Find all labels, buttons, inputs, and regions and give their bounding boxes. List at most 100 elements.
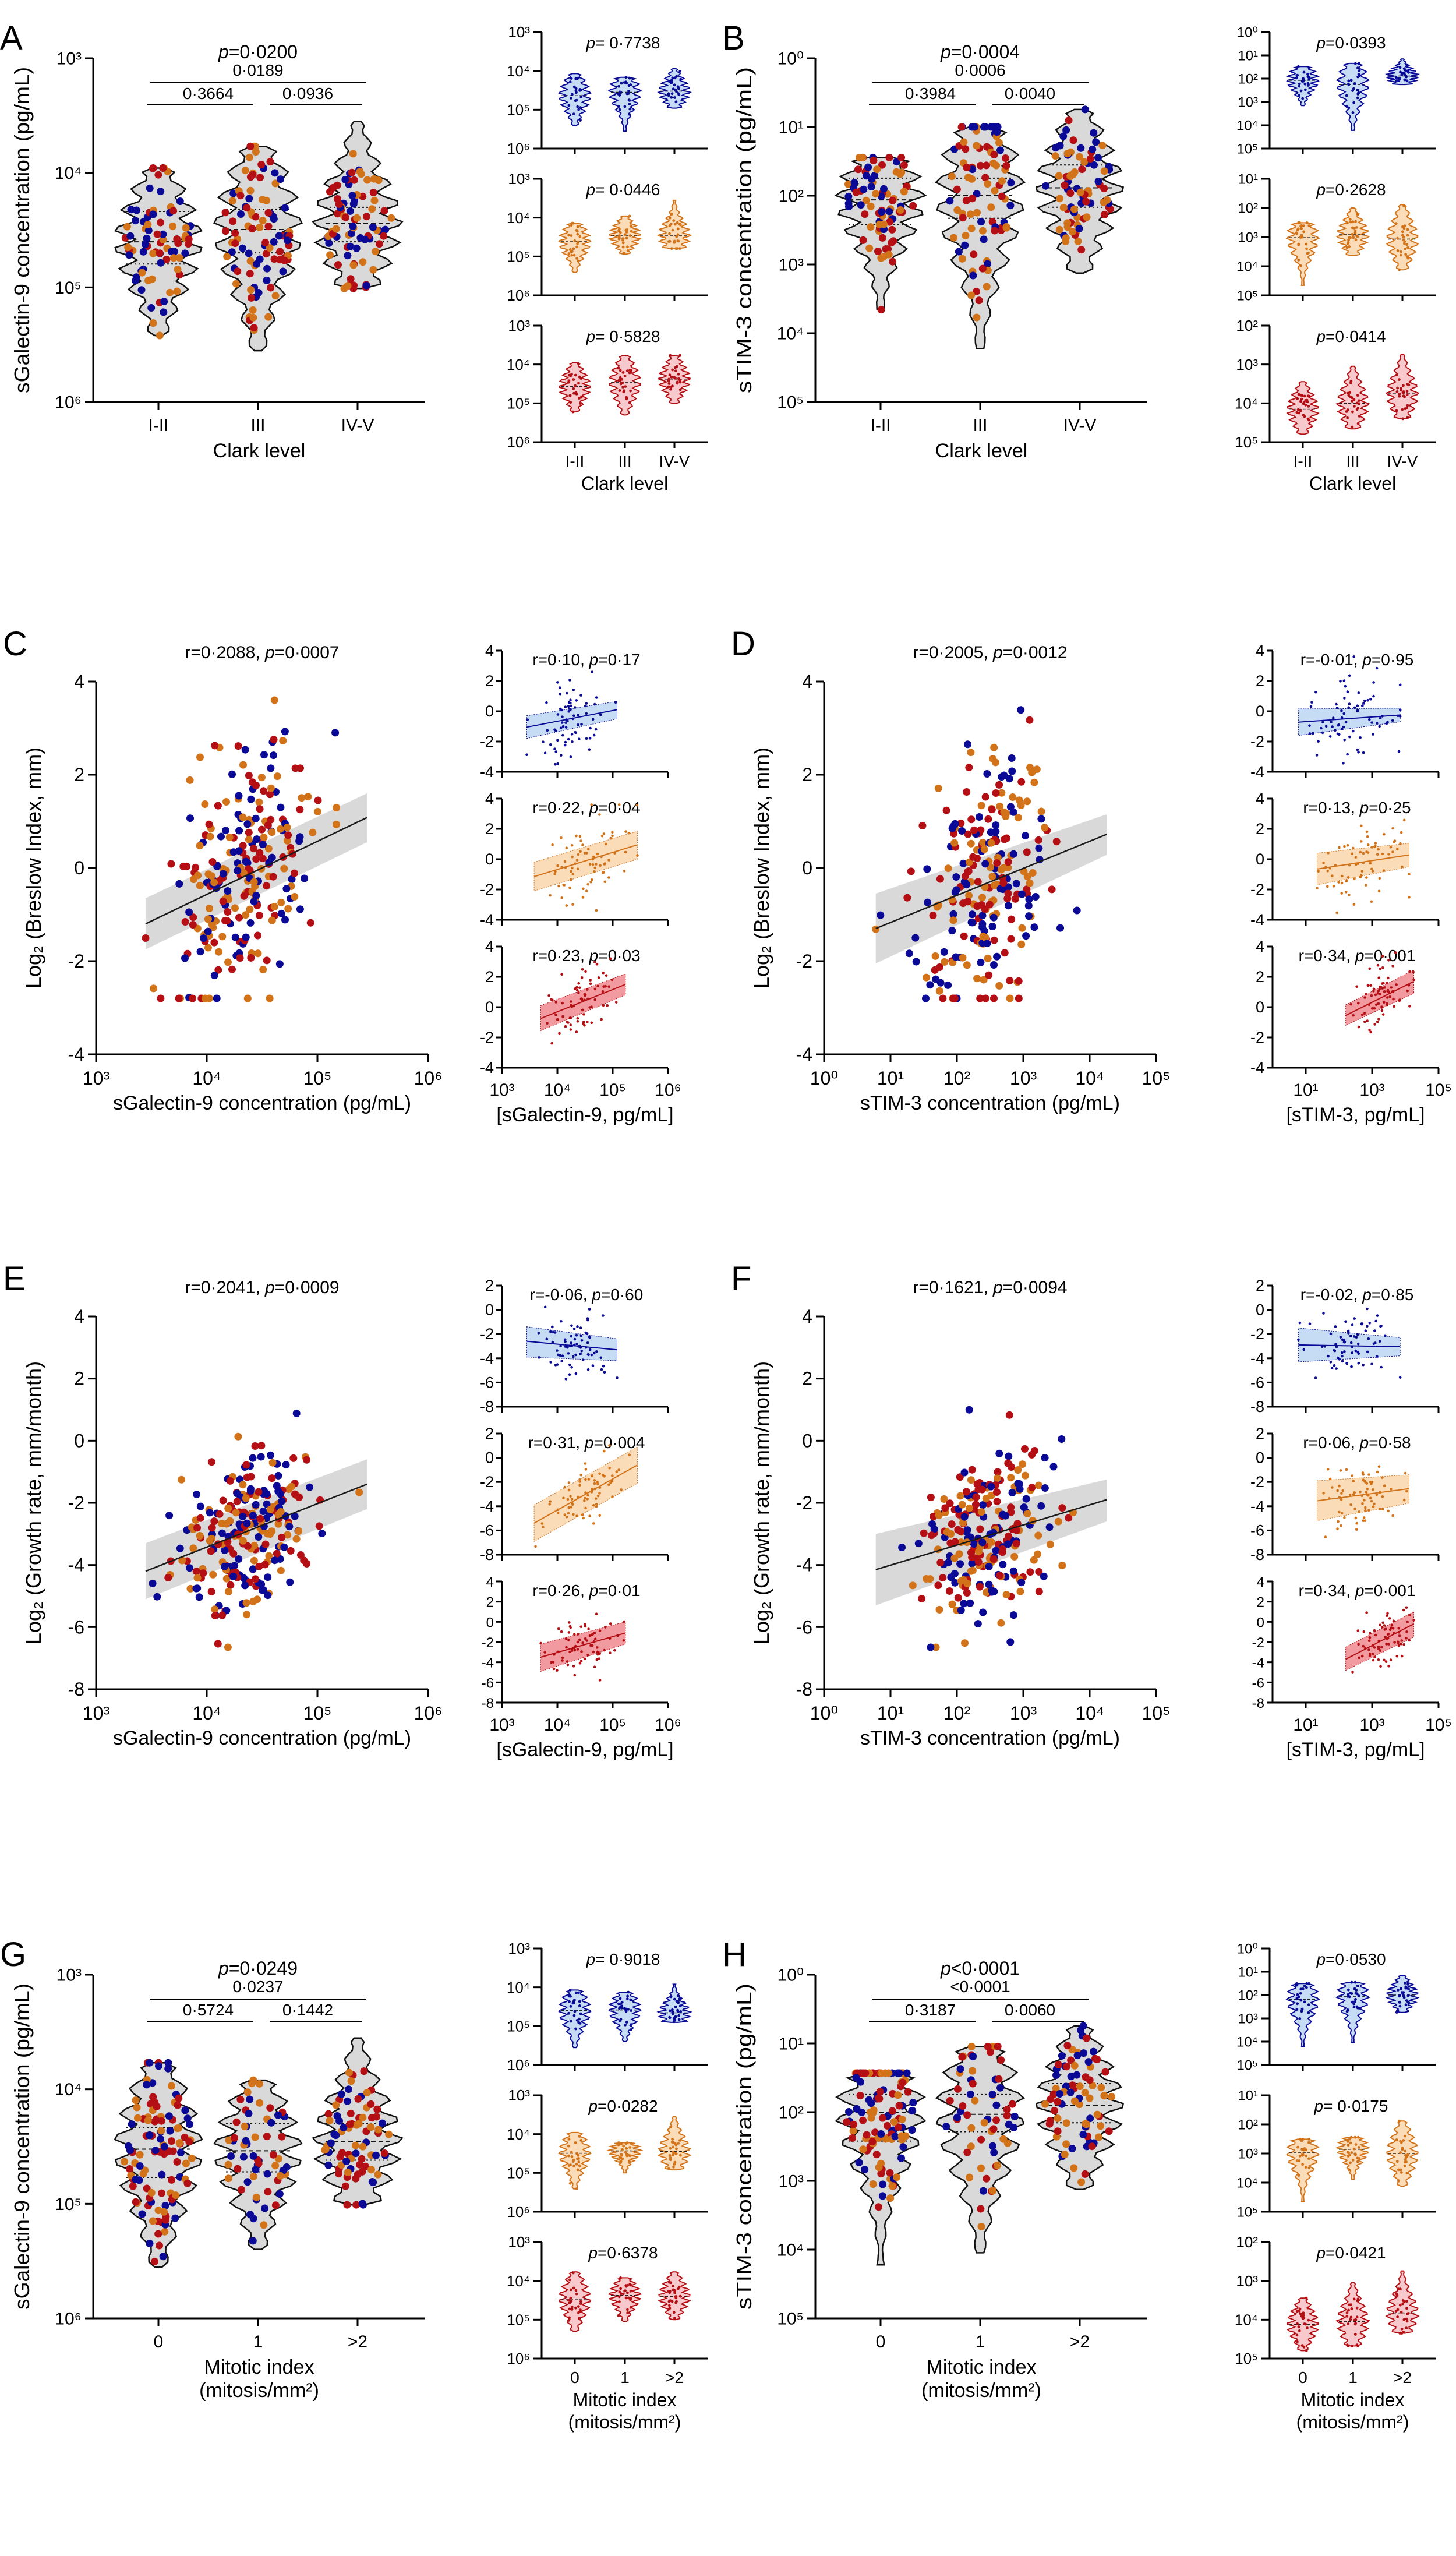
data-point (314, 807, 321, 815)
data-point (1347, 2345, 1350, 2347)
data-point (146, 2059, 154, 2067)
violin-group (1335, 2135, 1371, 2180)
data-point (859, 236, 867, 244)
data-point (250, 324, 258, 332)
data-point (984, 180, 992, 188)
data-point (1366, 1350, 1369, 1354)
data-point (617, 2141, 620, 2144)
data-point (628, 369, 631, 372)
data-point (174, 2124, 182, 2133)
data-point (620, 2000, 624, 2004)
data-point (1356, 2297, 1360, 2301)
data-point (256, 2099, 264, 2107)
data-point (563, 1485, 566, 1489)
data-point (670, 96, 673, 99)
data-point (630, 371, 632, 374)
data-point (963, 1526, 971, 1534)
y-tick-label: 10⁴ (777, 324, 804, 344)
confidence-band (1298, 708, 1401, 736)
data-point (1404, 2158, 1407, 2162)
data-point (267, 284, 275, 292)
data-point (862, 196, 870, 204)
data-point (927, 1643, 935, 1651)
data-point (673, 96, 676, 99)
data-point (678, 2139, 681, 2142)
data-point (252, 1575, 259, 1583)
data-point (162, 256, 171, 263)
data-point (862, 172, 870, 180)
regression-line (533, 844, 638, 877)
data-point (1379, 1623, 1381, 1627)
data-point (1393, 1641, 1396, 1644)
data-point (1363, 1020, 1366, 1023)
data-point (1402, 1498, 1406, 1502)
data-point (137, 286, 146, 294)
data-point (583, 1499, 586, 1502)
data-point (236, 954, 244, 962)
x-axis-label: Clark level (935, 440, 1028, 462)
data-point (568, 2307, 571, 2311)
data-point (1329, 1332, 1333, 1336)
data-point (572, 387, 575, 390)
data-point (1375, 1003, 1378, 1007)
data-point (1367, 1639, 1371, 1642)
data-point (957, 123, 966, 131)
data-point (1353, 2318, 1356, 2322)
data-point (369, 266, 377, 274)
data-point (576, 2168, 579, 2172)
data-point (871, 2128, 879, 2137)
data-point (988, 2091, 996, 2098)
data-point (562, 1496, 565, 1500)
data-point (247, 954, 255, 962)
y-tick-label: 10² (1238, 1987, 1258, 2003)
data-point (1386, 1002, 1388, 1005)
data-point (1405, 406, 1409, 409)
data-point (586, 1494, 589, 1497)
data-point (625, 2021, 628, 2024)
data-point (997, 2056, 1005, 2064)
data-point (277, 825, 284, 833)
data-point (132, 2198, 140, 2206)
data-point (929, 912, 937, 919)
data-point (598, 813, 601, 816)
data-point (1346, 2138, 1349, 2142)
data-point (570, 843, 574, 847)
data-point (602, 832, 606, 835)
data-point (585, 852, 588, 855)
data-point (352, 2201, 361, 2209)
regression-line (526, 1340, 617, 1351)
y-tick-label: -4 (1250, 1350, 1264, 1367)
data-point (1377, 889, 1381, 893)
data-point (584, 1623, 586, 1626)
data-point (1375, 1493, 1379, 1496)
data-point (563, 743, 567, 747)
panel-letter: E (3, 1260, 26, 1298)
violin-group (1335, 2282, 1370, 2347)
data-point (149, 1579, 157, 1587)
data-point (674, 247, 678, 250)
data-point (182, 2159, 190, 2167)
data-point (608, 1466, 611, 1470)
data-point (1070, 2164, 1078, 2172)
data-point (1354, 1349, 1358, 1353)
data-point (1324, 725, 1328, 728)
data-point (342, 2158, 351, 2165)
data-point (373, 2113, 380, 2121)
data-point (935, 987, 943, 995)
data-point (175, 2139, 183, 2147)
data-point (993, 1498, 1001, 1506)
data-point (139, 248, 147, 256)
data-point (1322, 862, 1325, 864)
data-point (856, 2092, 864, 2100)
data-point (963, 2148, 971, 2156)
data-point (196, 842, 204, 850)
data-point (990, 743, 998, 751)
data-point (1006, 977, 1014, 984)
data-point (1385, 982, 1388, 984)
data-point (196, 753, 204, 761)
data-point (1055, 172, 1063, 180)
data-point (900, 161, 908, 169)
data-point (579, 2302, 582, 2306)
data-point (332, 2131, 340, 2140)
data-point (1347, 1988, 1350, 1992)
